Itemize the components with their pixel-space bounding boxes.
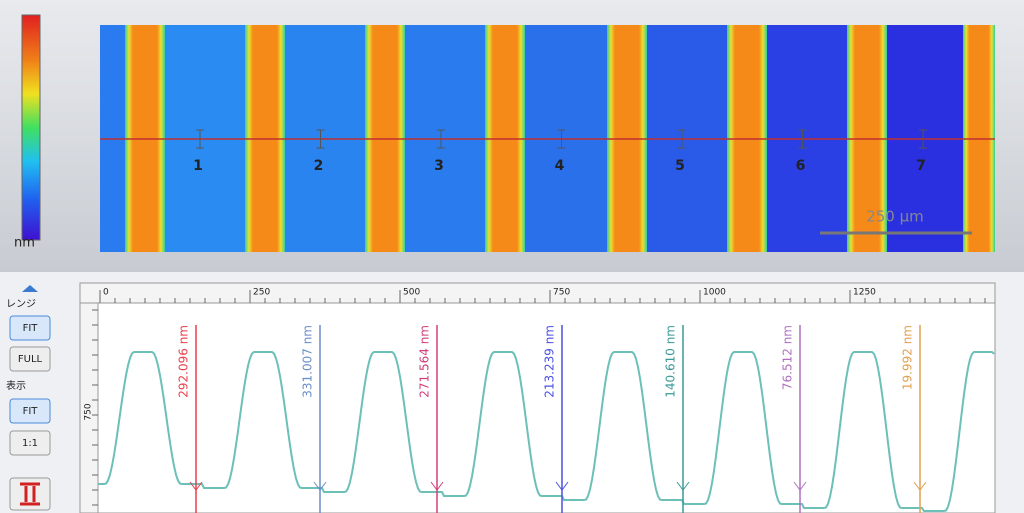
- profile-curve: [98, 351, 995, 512]
- measure-arrow: [555, 481, 569, 491]
- marker-label: 1: [193, 158, 203, 174]
- marker: [798, 129, 807, 149]
- x-ruler-label: 250: [253, 288, 270, 298]
- x-ruler: [79, 282, 996, 304]
- sidebar-label: レンジ: [6, 299, 36, 310]
- measure-label: 140.610 nm: [664, 325, 678, 398]
- tool-icon: [20, 482, 40, 506]
- scale-bar-label: 250 µm: [866, 208, 924, 226]
- measure-label: 213.239 nm: [543, 325, 557, 398]
- y-ruler-label: 750: [84, 403, 94, 420]
- measure-arrow: [676, 481, 690, 491]
- button-label[interactable]: FIT: [23, 406, 39, 417]
- sidebar-label: 表示: [6, 379, 26, 392]
- marker: [316, 129, 325, 149]
- marker: [919, 129, 927, 149]
- button[interactable]: [9, 430, 51, 456]
- marker: [557, 129, 566, 149]
- measure-label: 19.992 nm: [901, 325, 915, 390]
- measure-arrow: [793, 481, 807, 491]
- marker: [196, 129, 204, 149]
- marker-label: 7: [916, 158, 926, 174]
- color-bar-unit: nm: [14, 236, 35, 251]
- measure-label: 292.096 nm: [177, 325, 191, 398]
- x-ruler-label: 750: [553, 288, 570, 298]
- measure-arrow: [313, 481, 327, 491]
- measure-arrow: [913, 481, 927, 491]
- tool-button[interactable]: [9, 477, 51, 511]
- x-ruler-label: 1000: [703, 288, 726, 298]
- measure-arrow: [189, 481, 203, 491]
- button-label[interactable]: 1:1: [22, 438, 38, 449]
- measure-label: 331.007 nm: [301, 325, 315, 398]
- x-ruler-label: 0: [103, 288, 109, 298]
- color-bar: [21, 14, 41, 241]
- button[interactable]: [9, 346, 51, 372]
- button-label[interactable]: FIT: [23, 323, 39, 334]
- marker-label: 4: [555, 158, 565, 174]
- marker-label: 3: [434, 158, 444, 174]
- marker-label: 5: [675, 158, 685, 174]
- marker: [678, 129, 686, 149]
- measure-arrow: [430, 481, 444, 491]
- button[interactable]: [9, 315, 51, 341]
- button[interactable]: [9, 398, 51, 424]
- collapse-arrow: [22, 285, 38, 292]
- x-ruler-label: 500: [403, 288, 420, 298]
- measure-label: 76.512 nm: [781, 325, 795, 390]
- marker-label: 2: [314, 158, 324, 174]
- x-ruler-label: 1250: [853, 288, 876, 298]
- button-label[interactable]: FULL: [18, 354, 43, 365]
- marker: [437, 129, 445, 149]
- profile-plot: [79, 282, 996, 513]
- marker-label: 6: [796, 158, 806, 174]
- measure-label: 271.564 nm: [418, 325, 432, 398]
